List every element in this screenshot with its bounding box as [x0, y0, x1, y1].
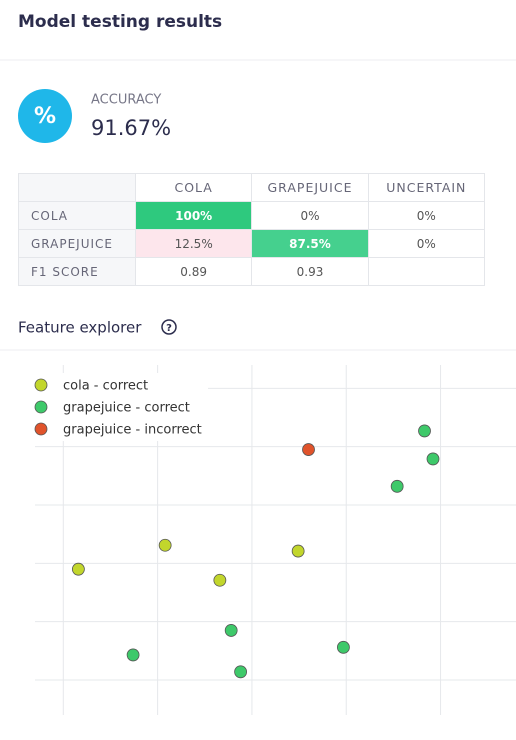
page-title: Model testing results	[18, 12, 222, 32]
legend-swatch	[34, 400, 48, 414]
row: GRAPEJUICE 12.5% 87.5% 0%	[18, 229, 486, 258]
legend-label: grapejuice - correct	[63, 401, 190, 416]
row-label: COLA	[18, 201, 136, 230]
accuracy-icon-bg	[18, 89, 72, 143]
legend-bg	[28, 373, 208, 441]
help-icon[interactable]	[161, 319, 177, 335]
confusion-matrix: COLA GRAPEJUICE UNCERTAIN COLA 100% 0% 0…	[18, 173, 486, 286]
cell: 12.5%	[134, 229, 253, 258]
cell: 0%	[251, 201, 369, 230]
data-point	[224, 624, 238, 637]
legend-label: grapejuice - incorrect	[63, 423, 202, 438]
row: F1 SCORE 0.89 0.93	[18, 257, 486, 286]
row: COLA 100% 0% 0%	[18, 201, 486, 230]
column-header: GRAPEJUICE	[251, 173, 369, 202]
column-header: UNCERTAIN	[367, 173, 486, 202]
cell: 0.93	[251, 257, 369, 286]
cell: 0%	[367, 229, 486, 258]
cell: 0%	[367, 201, 486, 230]
accuracy-label: ACCURACY	[91, 93, 161, 108]
legend-label: cola - correct	[63, 379, 148, 394]
data-point	[71, 562, 85, 576]
accuracy-value: 91.67%	[91, 116, 171, 140]
data-point	[158, 538, 172, 552]
data-point	[234, 665, 248, 679]
header-row: COLA GRAPEJUICE UNCERTAIN	[18, 173, 486, 202]
legend-swatch	[34, 422, 48, 436]
cell	[367, 257, 486, 286]
legend-swatch	[34, 378, 48, 392]
row-label: F1 SCORE	[18, 257, 136, 286]
help-icon-mark: ?	[166, 323, 172, 334]
accuracy-icon: %	[34, 104, 56, 129]
section-title: Feature explorer	[18, 319, 142, 337]
data-point	[126, 648, 140, 662]
data-point	[426, 452, 440, 466]
row-label: GRAPEJUICE	[18, 229, 136, 258]
scatter-plot: cola - correct grapejuice - correct grapej…	[28, 365, 516, 715]
data-point	[337, 640, 350, 654]
data-point	[418, 424, 431, 438]
data-point	[213, 573, 227, 587]
column-header: COLA	[134, 173, 253, 202]
data-point	[302, 443, 315, 456]
data-point	[291, 544, 305, 558]
cell: 0.89	[134, 257, 253, 286]
data-point	[390, 479, 404, 493]
corner-cell	[18, 173, 136, 202]
cell: 100%	[134, 201, 253, 230]
cell: 87.5%	[251, 229, 369, 258]
